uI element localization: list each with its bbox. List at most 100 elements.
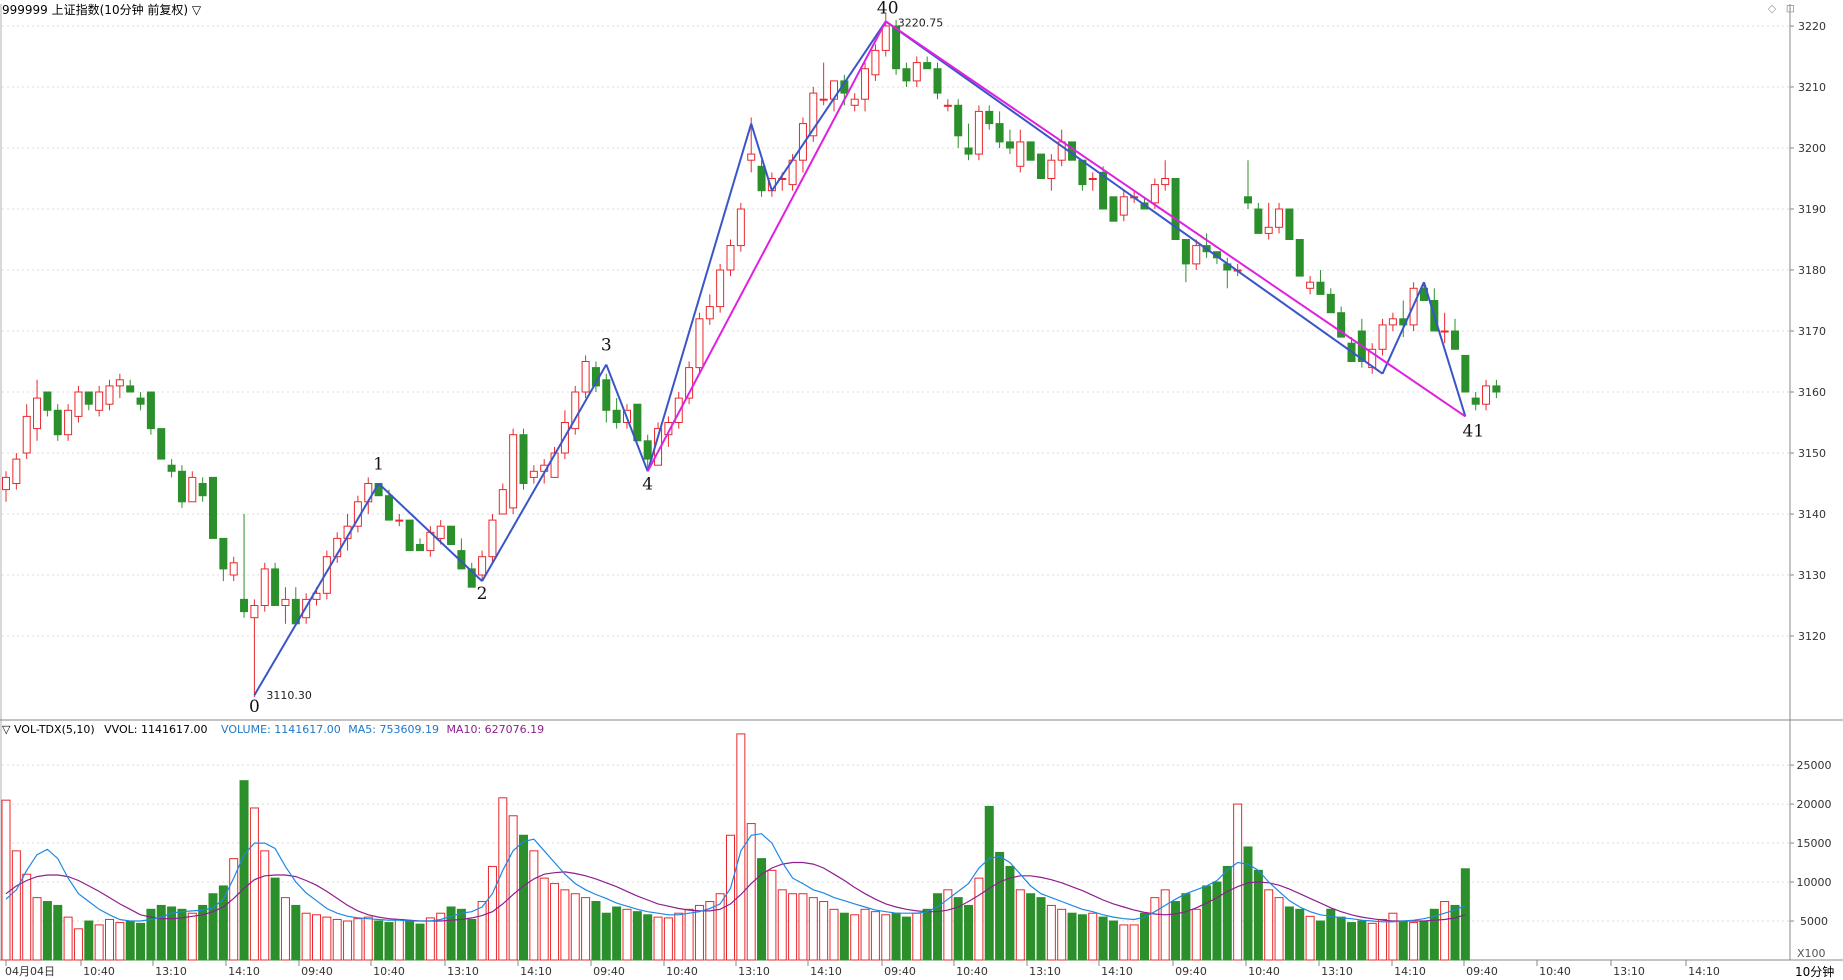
volume-bar <box>1202 885 1212 961</box>
volume-bar <box>570 893 580 961</box>
volume-bar <box>643 914 653 961</box>
volume-bar <box>819 901 829 961</box>
volume-bar <box>105 918 114 961</box>
candle-body <box>167 464 176 472</box>
indicator-name[interactable]: ▽ VOL-TDX(5,10) <box>2 723 95 736</box>
volume-bar <box>260 850 270 961</box>
candle-body <box>447 525 456 546</box>
volume-bar <box>798 893 808 961</box>
volume-bar <box>63 916 73 961</box>
volume-axis: 5000 10000 15000 20000 25000 <box>1790 759 1832 928</box>
price-tick-label: 3160 <box>1798 386 1826 399</box>
price-tick-label: 3150 <box>1798 447 1826 460</box>
candle-body <box>1099 171 1108 210</box>
candle-body <box>95 391 104 411</box>
candle-body <box>1016 141 1025 167</box>
volume-bar <box>974 877 984 961</box>
candle-body <box>126 385 135 393</box>
volume-bar <box>653 916 663 961</box>
swing-value-label: 3110.30 <box>266 689 312 702</box>
volume-bar <box>1274 897 1284 961</box>
volume-bar <box>239 780 249 961</box>
volume-bar <box>933 893 942 961</box>
candle-body <box>736 208 745 247</box>
volume-bar <box>11 850 21 961</box>
time-tick-label: 14:10 <box>228 965 260 978</box>
volume-bar <box>1336 916 1346 961</box>
candle-body <box>209 476 217 539</box>
volume-bar <box>550 883 560 961</box>
time-tick-label: 10:40 <box>83 965 115 978</box>
candle-body <box>1482 385 1491 405</box>
candle-body <box>809 92 818 137</box>
candle-body <box>881 25 890 51</box>
candle-body <box>664 422 673 436</box>
time-tick-label: 13:10 <box>447 965 479 978</box>
volume-bar <box>1150 897 1160 961</box>
volume-bar <box>1398 920 1408 961</box>
candle-body <box>64 409 73 436</box>
candle-body <box>33 397 42 430</box>
candle-body <box>1326 293 1335 314</box>
candle-body <box>1026 141 1035 161</box>
candle-body <box>219 537 228 570</box>
volume-bar <box>42 901 52 961</box>
candle-body <box>271 568 280 607</box>
volume-bar <box>467 918 477 961</box>
volume-bar <box>591 901 601 961</box>
candle-body <box>74 391 83 417</box>
volume-bar <box>280 897 290 961</box>
volume-bar <box>1357 920 1367 961</box>
candle-body <box>716 269 725 308</box>
volume-bar <box>446 906 456 961</box>
volume-bar <box>1450 904 1460 961</box>
candle-body <box>695 318 704 369</box>
volume-bar <box>1191 908 1201 961</box>
period-label[interactable]: 10分钟 <box>1795 965 1835 979</box>
candle-body <box>726 245 735 271</box>
volume-bar <box>1233 803 1243 961</box>
swing-label: 0 <box>249 697 260 717</box>
restore-icon[interactable]: ⊡ <box>1785 2 1795 15</box>
candle-body <box>1264 226 1273 234</box>
volume-tick-label: 20000 <box>1797 798 1832 811</box>
volume-bar <box>218 885 228 961</box>
candle-body <box>84 391 93 405</box>
window-controls: ◇ ⊡ <box>1768 2 1795 15</box>
time-tick-label: 09:40 <box>1466 965 1498 978</box>
volume-bar <box>456 908 466 961</box>
volume-bar <box>870 911 880 961</box>
candle-body <box>685 367 694 399</box>
volume-bar <box>1315 920 1325 961</box>
ma5-value: MA5: 753609.19 <box>348 723 439 736</box>
volume-bar <box>146 908 156 961</box>
candle-body <box>1285 208 1294 240</box>
candle-body <box>12 458 21 485</box>
diamond-icon[interactable]: ◇ <box>1767 2 1777 15</box>
volume-bar <box>612 906 622 961</box>
volume-bar <box>1015 889 1025 961</box>
volume-bar <box>539 877 549 961</box>
price-tick-label: 3180 <box>1798 264 1826 277</box>
volume-bar <box>839 912 849 961</box>
blue-trend-segment <box>885 20 1384 375</box>
volume-bar <box>301 912 311 961</box>
ma10-line <box>5 861 1466 922</box>
candle-body <box>861 68 870 100</box>
candlestick-series <box>2 13 1501 697</box>
time-tick-label: 14:10 <box>520 965 552 978</box>
candle-body <box>705 306 714 320</box>
volume-bar <box>684 908 694 961</box>
blue-trend-segment <box>1422 281 1467 417</box>
indicator-legend: ▽ VOL-TDX(5,10) VVOL: 1141617.00 VOLUME:… <box>2 723 544 736</box>
candle-body <box>757 165 766 192</box>
candle-body <box>1451 330 1459 350</box>
volume-bar <box>508 815 518 961</box>
volume-bar <box>953 897 963 961</box>
time-tick-label: 04月04日 <box>5 965 55 978</box>
time-tick-label: 10:40 <box>373 965 405 978</box>
time-tick-label: 10:40 <box>666 965 698 978</box>
volume-bar <box>1212 881 1222 961</box>
volume-bar <box>1036 897 1046 961</box>
